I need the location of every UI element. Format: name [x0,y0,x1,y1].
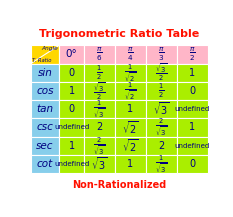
Text: $\frac{\pi}{3}$: $\frac{\pi}{3}$ [158,46,165,63]
Text: $\frac{1}{2}$: $\frac{1}{2}$ [158,82,164,100]
Text: 1: 1 [127,159,134,169]
Text: 1: 1 [189,122,195,132]
Bar [177,45,208,64]
Bar [115,118,146,136]
Bar [59,100,84,118]
Text: undefined: undefined [54,124,89,130]
Bar [146,45,177,64]
Bar [115,100,146,118]
Text: T. Ratio: T. Ratio [32,58,51,63]
Bar [84,136,115,155]
Bar [84,155,115,173]
Bar [115,136,146,155]
Bar [146,82,177,100]
Bar [146,136,177,155]
Bar [115,155,146,173]
Bar [31,118,59,136]
Bar [84,118,115,136]
Bar [59,64,84,82]
Text: $\frac{1}{\sqrt{2}}$: $\frac{1}{\sqrt{2}}$ [124,62,137,84]
Text: $\frac{1}{\sqrt{3}}$: $\frac{1}{\sqrt{3}}$ [93,98,106,120]
Bar [31,82,59,100]
Bar [84,64,115,82]
Text: sin: sin [38,68,52,78]
Text: $\frac{\sqrt{3}}{2}$: $\frac{\sqrt{3}}{2}$ [155,62,168,83]
Bar [177,136,208,155]
Bar [84,100,115,118]
Text: 0: 0 [69,104,75,114]
Text: 0: 0 [69,68,75,78]
Text: 1: 1 [69,86,75,96]
Bar [177,118,208,136]
Bar [31,155,59,173]
Bar [115,82,146,100]
Bar [115,64,146,82]
Text: $\sqrt{3}$: $\sqrt{3}$ [153,101,170,117]
Text: $\frac{1}{\sqrt{2}}$: $\frac{1}{\sqrt{2}}$ [124,80,137,102]
Text: cos: cos [36,86,54,96]
Bar [146,118,177,136]
Text: 1: 1 [189,68,195,78]
Text: Non-Rationalized: Non-Rationalized [72,180,167,190]
Text: 0: 0 [189,159,195,169]
Text: 1: 1 [127,104,134,114]
Bar [84,82,115,100]
Text: undefined: undefined [175,106,210,112]
Bar [115,45,146,64]
Text: Angle: Angle [42,46,58,51]
Text: cot: cot [37,159,53,169]
Bar [31,45,59,64]
Text: $\frac{\pi}{2}$: $\frac{\pi}{2}$ [189,46,196,63]
Bar [146,155,177,173]
Bar [177,155,208,173]
Text: sec: sec [36,141,54,151]
Text: Trigonometric Ratio Table: Trigonometric Ratio Table [39,29,199,39]
Text: 0: 0 [189,86,195,96]
Bar [31,64,59,82]
Bar [59,136,84,155]
Bar [31,100,59,118]
Bar [146,100,177,118]
Text: $\frac{2}{\sqrt{3}}$: $\frac{2}{\sqrt{3}}$ [155,117,168,138]
Text: $\frac{\sqrt{3}}{2}$: $\frac{\sqrt{3}}{2}$ [93,80,106,102]
Text: $\sqrt{2}$: $\sqrt{2}$ [122,119,139,136]
Text: undefined: undefined [54,161,89,167]
Text: $\frac{\pi}{4}$: $\frac{\pi}{4}$ [127,46,134,63]
Bar [59,82,84,100]
Text: 2: 2 [158,141,164,151]
Text: $\sqrt{3}$: $\sqrt{3}$ [91,156,108,172]
Text: 2: 2 [96,122,103,132]
Text: tan: tan [37,104,54,114]
Bar [177,100,208,118]
Bar [31,136,59,155]
Text: $\frac{1}{2}$: $\frac{1}{2}$ [96,64,103,82]
Bar [59,155,84,173]
Bar [177,82,208,100]
Text: $\frac{2}{\sqrt{3}}$: $\frac{2}{\sqrt{3}}$ [93,135,106,157]
Bar [177,64,208,82]
Bar [59,45,84,64]
Bar [84,45,115,64]
Text: $\sqrt{2}$: $\sqrt{2}$ [122,137,139,154]
Text: csc: csc [37,122,54,132]
Text: $\frac{1}{\sqrt{3}}$: $\frac{1}{\sqrt{3}}$ [155,153,168,175]
Text: 1: 1 [69,141,75,151]
Bar [146,64,177,82]
Text: undefined: undefined [175,143,210,149]
Text: $\frac{\pi}{6}$: $\frac{\pi}{6}$ [96,46,103,63]
Text: 0°: 0° [66,49,78,59]
Bar [59,118,84,136]
